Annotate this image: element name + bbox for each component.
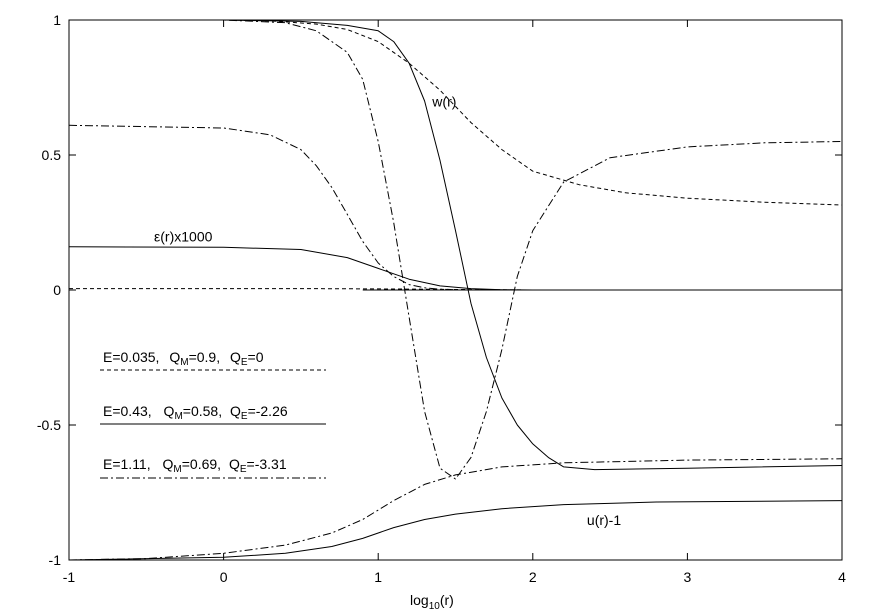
legend-3-qe: Q: [229, 456, 240, 472]
legend-2-qm-sub: M: [174, 411, 182, 422]
x-tick-label: 3: [684, 569, 692, 585]
legend-entry-1: E=0.035, QM=0.9, QE=0: [103, 349, 264, 368]
x-tick-label: 2: [529, 569, 537, 585]
legend-1-qm: Q: [169, 349, 180, 365]
series-curves: [68, 19, 843, 561]
legend-2-qe-val: =-2.26: [248, 403, 288, 419]
legend-1-qe-sub: E: [241, 357, 248, 368]
legend: E=0.035, QM=0.9, QE=0 E=0.43, QM=0.58, Q…: [100, 349, 326, 479]
legend-1-qe: Q: [230, 349, 241, 365]
legend-2-qm: Q: [164, 403, 175, 419]
x-axis-label-main: log: [410, 592, 429, 608]
annotation-u: u(r)-1: [587, 512, 621, 528]
x-axis-label: log10(r): [410, 592, 454, 610]
legend-1-E: E=0.035,: [103, 349, 159, 365]
legend-2-qe-sub: E: [241, 411, 248, 422]
y-tick-label: 0.5: [42, 147, 62, 163]
x-tick-label: -1: [63, 569, 76, 585]
legend-2-qe: Q: [230, 403, 241, 419]
x-axis-label-rest: (r): [440, 592, 454, 608]
y-tick-label: 1: [53, 12, 61, 28]
legend-2-E: E=0.43,: [103, 403, 152, 419]
legend-1-qm-sub: M: [180, 357, 188, 368]
x-axis-label-sub: 10: [429, 601, 441, 610]
legend-3-qm-val: =0.69,: [182, 456, 221, 472]
series-3-epsilon-curve: [68, 124, 842, 291]
annotation-epsilon: ε(r)x1000: [154, 228, 213, 244]
series-2-w-curve: [69, 19, 843, 471]
legend-entry-3: E=1.11, QM=0.69, QE=-3.31: [103, 456, 287, 475]
x-tick-label: 1: [374, 569, 382, 585]
legend-1-qm-val: =0.9,: [189, 349, 221, 365]
legend-entry-2: E=0.43, QM=0.58, QE=-2.26: [103, 403, 288, 422]
legend-1-qe-val: =0: [248, 349, 264, 365]
series-1-w-curve: [69, 19, 843, 206]
x-tick-label: 0: [220, 569, 228, 585]
series-2-u-1-curve: [68, 500, 843, 561]
y-tick-label: -1: [49, 552, 62, 568]
y-tick-label: 0: [53, 282, 61, 298]
legend-3-E: E=1.11,: [103, 456, 151, 472]
x-tick-label: 4: [838, 569, 846, 585]
series-3-u-1-curve: [68, 458, 843, 561]
legend-3-qm-sub: M: [173, 464, 181, 475]
legend-3-qe-sub: E: [240, 464, 247, 475]
annotation-w: w(r): [431, 93, 456, 109]
legend-2-qm-val: =0.58,: [183, 403, 222, 419]
y-tick-label: -0.5: [37, 417, 61, 433]
series-3-w-curve: [69, 19, 843, 480]
legend-3-qe-val: =-3.31: [247, 456, 287, 472]
legend-3-qm: Q: [163, 456, 174, 472]
axis-tick-labels: -1 0 1 2 3 4 -1 -0.5 0 0.5 1: [37, 12, 846, 585]
series-2-epsilon-curve: [68, 246, 842, 291]
